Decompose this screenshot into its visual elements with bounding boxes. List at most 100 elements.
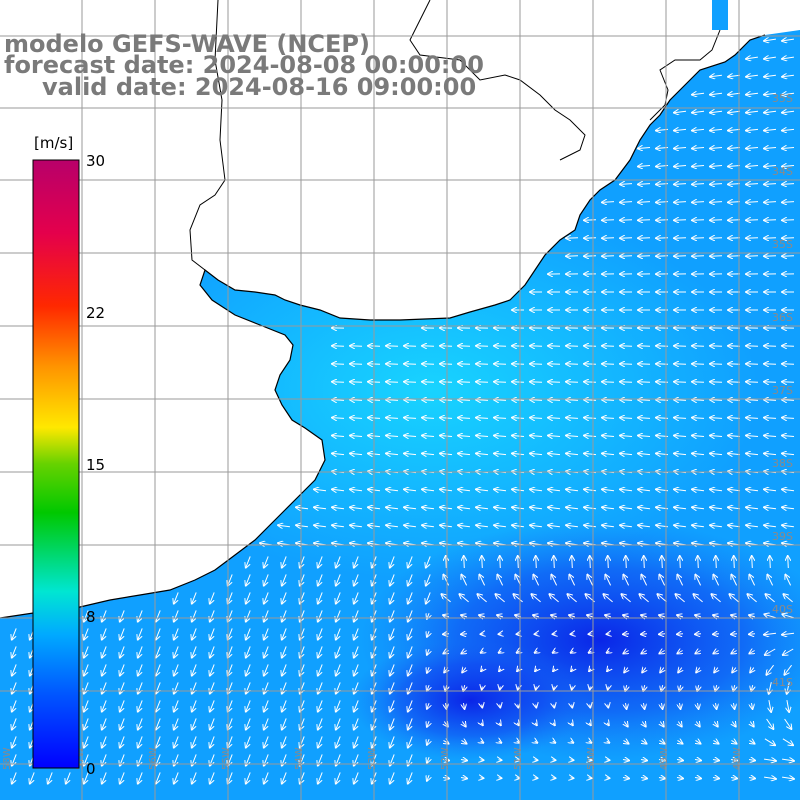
- wind-arrow: [694, 760, 701, 761]
- wind-arrow: [602, 507, 615, 508]
- wind-arrow: [602, 489, 615, 490]
- wind-arrow: [731, 651, 736, 654]
- wind-arrow: [676, 778, 683, 779]
- wind-arrow: [764, 129, 777, 130]
- wind-arrow: [788, 556, 789, 569]
- wind-arrow: [192, 772, 197, 783]
- wind-arrow: [638, 453, 651, 454]
- wind-arrow: [531, 594, 541, 603]
- wind-arrow: [512, 489, 525, 490]
- wind-arrow: [623, 615, 630, 617]
- wind-arrow: [210, 772, 215, 783]
- wind-arrow: [638, 148, 651, 149]
- wind-arrow: [638, 436, 651, 437]
- wind-arrow: [548, 525, 560, 527]
- wind-arrow: [332, 418, 345, 419]
- wind-arrow: [482, 556, 483, 569]
- wind-arrow: [638, 507, 651, 508]
- wind-arrow: [477, 594, 487, 603]
- wind-arrow: [554, 556, 555, 569]
- wind-arrow: [536, 556, 537, 569]
- wind-arrow: [84, 772, 89, 783]
- wind-arrow: [174, 700, 179, 711]
- wind-arrow: [336, 610, 341, 621]
- wind-arrow: [390, 718, 395, 729]
- wind-arrow: [620, 489, 633, 490]
- wind-arrow: [782, 166, 795, 167]
- wind-arrow: [386, 382, 399, 383]
- wind-arrow: [589, 669, 591, 671]
- wind-arrow: [102, 700, 107, 711]
- wind-arrow: [692, 489, 705, 490]
- wind-arrow: [676, 760, 683, 761]
- wind-arrow: [422, 436, 435, 437]
- wind-arrow: [698, 556, 699, 569]
- wind-arrow: [246, 700, 251, 711]
- wind-arrow: [605, 615, 612, 617]
- wind-arrow: [548, 436, 561, 437]
- wind-arrow: [354, 610, 359, 621]
- wind-arrow: [713, 615, 720, 617]
- wind-arrow: [174, 736, 179, 747]
- wind-arrow: [138, 736, 143, 747]
- wind-arrow: [749, 651, 754, 654]
- wind-arrow: [566, 400, 579, 401]
- wind-arrow: [713, 651, 718, 654]
- wind-arrow: [517, 723, 519, 725]
- wind-arrow: [782, 75, 794, 77]
- wind-arrow: [638, 184, 651, 185]
- wind-arrow: [422, 382, 435, 383]
- wind-arrow: [332, 382, 345, 383]
- wind-arrow: [264, 556, 269, 567]
- wind-arrow: [764, 400, 777, 401]
- wind-arrow: [622, 760, 629, 761]
- wind-arrow: [476, 418, 489, 419]
- wind-arrow: [602, 202, 615, 203]
- wind-arrow: [314, 507, 327, 508]
- wind-arrow: [462, 722, 465, 727]
- wind-arrow: [246, 772, 251, 783]
- wind-arrow: [734, 556, 735, 569]
- latitude-label: 39S: [772, 530, 793, 543]
- wind-arrow: [500, 705, 501, 708]
- wind-arrow: [548, 507, 561, 508]
- wind-arrow: [571, 669, 573, 671]
- wind-arrow: [336, 592, 341, 603]
- wind-arrow: [695, 651, 700, 654]
- wind-arrow: [264, 736, 269, 747]
- wind-arrow: [620, 382, 633, 383]
- wind-arrow: [749, 615, 756, 617]
- wind-arrow: [404, 436, 417, 437]
- wind-arrow: [427, 721, 429, 727]
- wind-arrow: [602, 400, 615, 401]
- wind-arrow: [138, 682, 143, 693]
- wind-arrow: [282, 736, 287, 747]
- wind-arrow: [710, 111, 723, 112]
- wind-arrow: [692, 166, 705, 167]
- wind-arrow: [782, 759, 794, 761]
- wind-arrow: [746, 525, 758, 527]
- wind-arrow: [494, 400, 507, 401]
- wind-arrow: [548, 489, 561, 490]
- wind-arrow: [443, 615, 450, 617]
- wind-arrow: [714, 722, 717, 727]
- wind-arrow: [282, 664, 287, 675]
- wind-arrow: [350, 453, 363, 454]
- wind-arrow: [782, 202, 795, 203]
- wind-arrow: [138, 772, 143, 783]
- wind-arrow: [458, 418, 471, 419]
- wind-arrow: [408, 700, 413, 711]
- wind-arrow: [602, 453, 615, 454]
- wind-arrow: [12, 628, 17, 639]
- wind-arrow: [138, 628, 143, 639]
- wind-arrow: [12, 700, 17, 711]
- wind-arrow: [210, 592, 215, 603]
- wind-arrow: [783, 648, 794, 655]
- wind-arrow: [572, 705, 573, 708]
- wind-arrow: [710, 436, 723, 437]
- wind-arrow: [427, 631, 429, 637]
- wind-arrow: [66, 772, 71, 783]
- colorbar-tick-0: 0: [86, 760, 96, 778]
- colorbar-tick-30: 30: [86, 152, 105, 170]
- wind-arrow: [174, 664, 179, 675]
